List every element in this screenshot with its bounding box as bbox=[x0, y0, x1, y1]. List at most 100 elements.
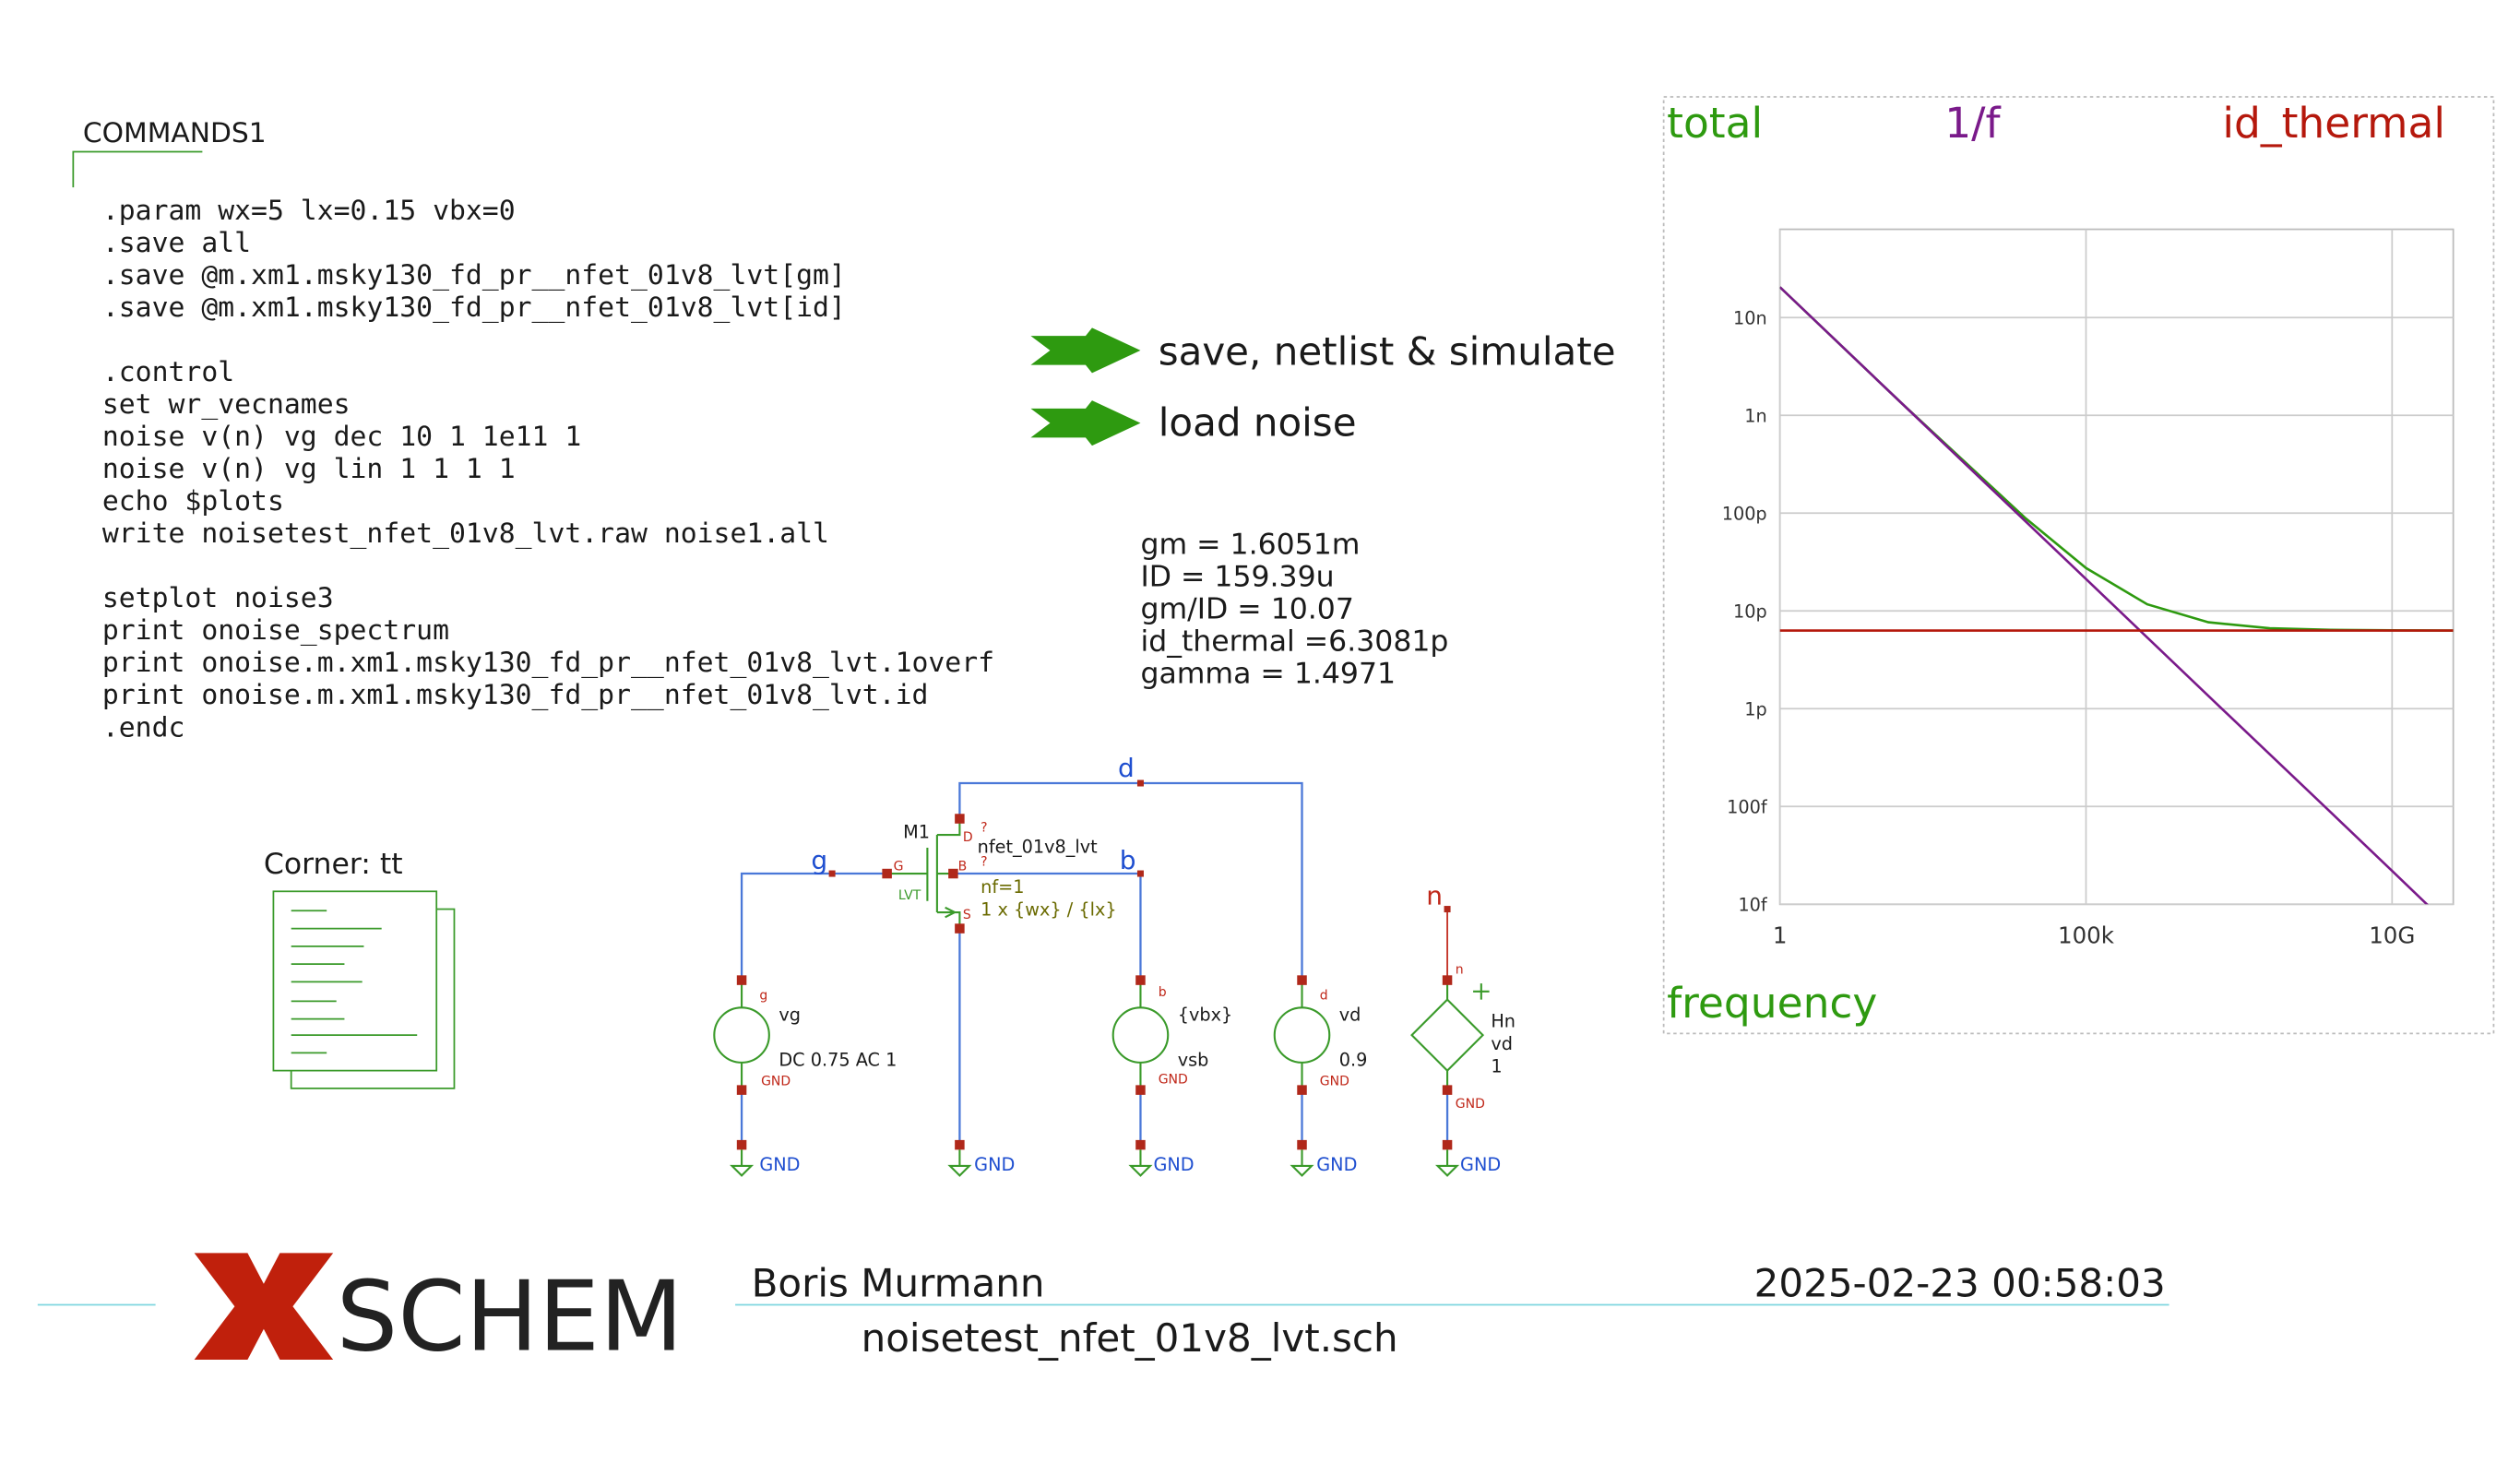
pins bbox=[736, 779, 1453, 1150]
command-line: .save all bbox=[102, 227, 251, 259]
doc-lines bbox=[291, 910, 418, 1054]
schematic: d g b n M1 nfet_01v8_lvt nf=1 1 x {wx} /… bbox=[713, 753, 1516, 1177]
ground-symbols bbox=[730, 1149, 1460, 1177]
corner-label: Corner: tt bbox=[264, 848, 403, 881]
command-line: noise v(n) vg dec 10 1 1e11 1 bbox=[102, 421, 581, 453]
source-vd bbox=[1273, 1006, 1331, 1064]
result-line: gm/ID = 10.07 bbox=[1140, 592, 1353, 625]
pin-label: GND bbox=[761, 1074, 790, 1088]
mos-name: M1 bbox=[903, 822, 930, 843]
source-name: vsb bbox=[1178, 1049, 1209, 1070]
pin-label: D bbox=[963, 830, 973, 845]
date: 2025-02-23 00:58:03 bbox=[1754, 1261, 2166, 1306]
variant: LVT bbox=[898, 888, 921, 903]
pin-label: GND bbox=[1320, 1074, 1349, 1088]
pin-label: S bbox=[963, 908, 971, 922]
commands: COMMANDS1 .param wx=5 lx=0.15 vbx=0.save… bbox=[72, 117, 994, 743]
y-tick-label: 1n bbox=[1744, 405, 1766, 426]
command-line: echo $plots bbox=[102, 485, 284, 517]
source-value: DC 0.75 AC 1 bbox=[779, 1049, 897, 1070]
plot-area bbox=[1778, 228, 2455, 906]
mos-size: 1 x {wx} / {lx} bbox=[981, 899, 1116, 921]
legend-label: total bbox=[1667, 99, 1763, 148]
footer: SCHEM Boris Murmann 2025-02-23 00:58:03 … bbox=[37, 1253, 2169, 1373]
gnd-label: GND bbox=[759, 1154, 800, 1175]
command-line: .save @m.xm1.msky130_fd_pr__nfet_01v8_lv… bbox=[102, 259, 846, 291]
y-tick-label: 1p bbox=[1744, 698, 1766, 720]
mos-model: nfet_01v8_lvt bbox=[978, 836, 1098, 857]
y-tick-label: 10n bbox=[1733, 307, 1767, 328]
flag: ? bbox=[981, 854, 987, 869]
y-tick-label: 100p bbox=[1722, 503, 1767, 524]
result-line: gamma = 1.4971 bbox=[1140, 657, 1396, 690]
graph-frame bbox=[1662, 96, 2495, 1035]
pin-label: b bbox=[1159, 985, 1167, 1000]
command-line: setplot noise3 bbox=[102, 582, 334, 614]
command-line: .save @m.xm1.msky130_fd_pr__nfet_01v8_lv… bbox=[102, 291, 846, 324]
command-line: noise v(n) vg lin 1 1 1 1 bbox=[102, 453, 516, 485]
net-label: n bbox=[1426, 880, 1443, 910]
command-line: .control bbox=[102, 356, 234, 388]
doc-icon bbox=[272, 890, 438, 1072]
command-line: .endc bbox=[102, 711, 185, 743]
source-value: 0.9 bbox=[1339, 1049, 1368, 1070]
button-load[interactable]: load noise bbox=[1030, 400, 1357, 446]
gnd-label: GND bbox=[1153, 1154, 1194, 1175]
legend-label: id_thermal bbox=[2222, 99, 2445, 148]
bracket bbox=[72, 150, 203, 188]
x-axis-label: frequency bbox=[1667, 979, 1877, 1028]
x-tick-label: 1 bbox=[1773, 922, 1788, 948]
legend-label: 1/f bbox=[1944, 99, 2001, 148]
net-label: b bbox=[1120, 845, 1136, 875]
source-vg bbox=[713, 1006, 770, 1064]
gnd-label: GND bbox=[974, 1154, 1015, 1175]
logo-text: SCHEM bbox=[337, 1260, 683, 1373]
command-line: print onoise.m.xm1.msky130_fd_pr__nfet_0… bbox=[102, 647, 994, 679]
series-line bbox=[1779, 286, 2429, 905]
result-line: ID = 159.39u bbox=[1140, 560, 1334, 593]
button-label[interactable]: save, netlist & simulate bbox=[1159, 329, 1616, 375]
pin-label: n bbox=[1456, 963, 1464, 978]
file-name: noisetest_nfet_01v8_lvt.sch bbox=[862, 1315, 1398, 1361]
source-gain: 1 bbox=[1491, 1055, 1502, 1076]
y-tick-label: 10f bbox=[1738, 894, 1767, 915]
y-tick-label: 100f bbox=[1727, 796, 1768, 817]
pin-label: d bbox=[1320, 989, 1328, 1004]
graph: frequency 1 100k 10G 10n 1n 100p 10p 1p 100f 10f t… bbox=[1662, 96, 2495, 1035]
flag: ? bbox=[981, 821, 987, 836]
mos-nf: nf=1 bbox=[981, 876, 1024, 898]
net-label: g bbox=[811, 845, 827, 875]
source-hn bbox=[1410, 983, 1490, 1073]
source-name: Hn bbox=[1491, 1010, 1516, 1031]
source-leads bbox=[741, 980, 1449, 1090]
x-tick-label: 100k bbox=[2058, 922, 2115, 948]
pin-label: g bbox=[759, 989, 767, 1004]
arrow-icon bbox=[1030, 400, 1141, 446]
button-simulate[interactable]: save, netlist & simulate bbox=[1030, 327, 1616, 375]
pin-label: B bbox=[958, 860, 968, 874]
y-tick-label: 10p bbox=[1733, 601, 1767, 622]
pin-label: G bbox=[894, 860, 904, 874]
source-name: vd bbox=[1339, 1004, 1361, 1025]
pin-label: GND bbox=[1159, 1073, 1188, 1088]
author: Boris Murmann bbox=[752, 1261, 1045, 1306]
command-line: set wr_vecnames bbox=[102, 388, 351, 421]
pin-label: GND bbox=[1456, 1097, 1485, 1112]
gnd-label: GND bbox=[1316, 1154, 1357, 1175]
series-line bbox=[1779, 286, 2454, 632]
result-line: id_thermal =6.3081p bbox=[1140, 624, 1448, 658]
result-line: gm = 1.6051m bbox=[1140, 528, 1360, 561]
logo-x bbox=[194, 1253, 334, 1360]
command-line: print onoise_spectrum bbox=[102, 614, 449, 647]
corner: Corner: tt bbox=[264, 848, 456, 1089]
source-value: {vbx} bbox=[1178, 1004, 1233, 1025]
source-ref: vd bbox=[1491, 1033, 1513, 1054]
net-label: d bbox=[1118, 753, 1135, 783]
command-line: .param wx=5 lx=0.15 vbx=0 bbox=[102, 195, 516, 227]
mosfet bbox=[886, 818, 961, 929]
commands-title: COMMANDS1 bbox=[83, 117, 267, 149]
command-line: write noisetest_nfet_01v8_lvt.raw noise1… bbox=[102, 517, 829, 550]
button-label[interactable]: load noise bbox=[1159, 400, 1357, 446]
